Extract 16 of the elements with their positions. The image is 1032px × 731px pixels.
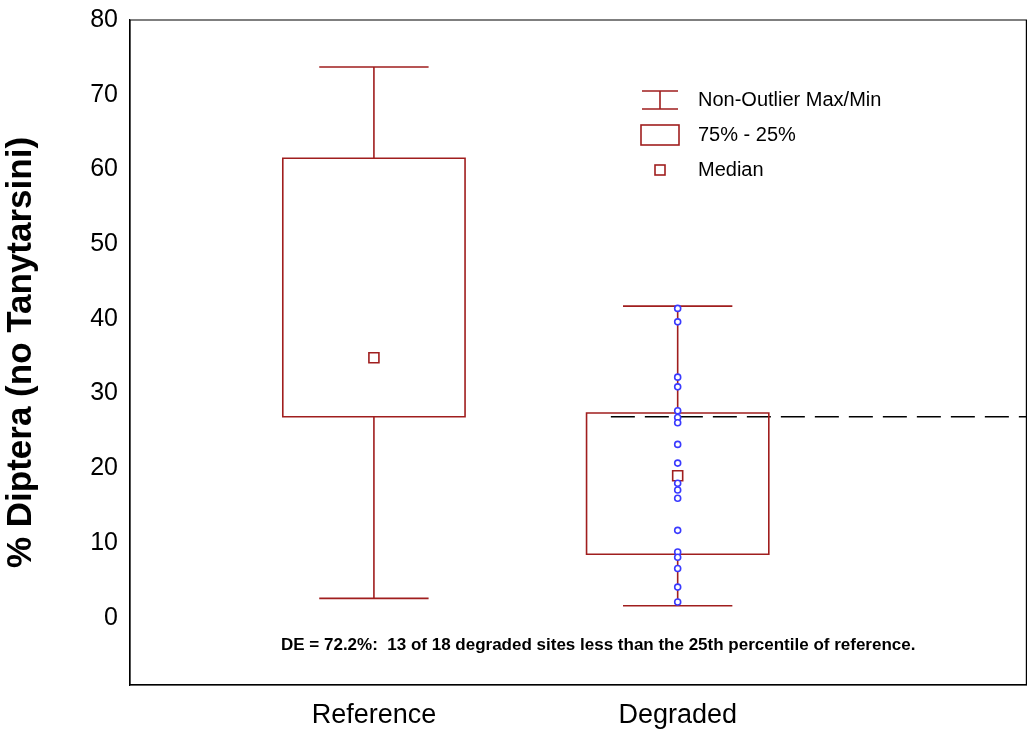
y-tick-label: 20: [90, 452, 118, 481]
y-tick-label: 60: [90, 153, 118, 182]
annotation: 75% - 25%: [698, 123, 796, 146]
y-tick-label: 10: [90, 526, 118, 555]
y-axis-title: % Diptera (no Tanytarsini): [0, 136, 38, 569]
annotation: Non-Outlier Max/Min: [698, 88, 882, 111]
annotation: DE = 72.2%: 13 of 18 degraded sites less than the 25th percentile of reference.: [280, 635, 916, 655]
y-tick-label: 50: [90, 228, 118, 257]
y-tick-label: 40: [90, 302, 118, 331]
x-tick-label: Degraded: [618, 698, 737, 729]
annotation: Median: [698, 158, 764, 181]
y-tick-label: 70: [90, 78, 118, 107]
y-tick-label: 0: [104, 601, 118, 630]
y-tick-label: 30: [90, 377, 118, 406]
y-tick-label: 80: [90, 3, 118, 32]
x-tick-label: Reference: [311, 698, 437, 729]
